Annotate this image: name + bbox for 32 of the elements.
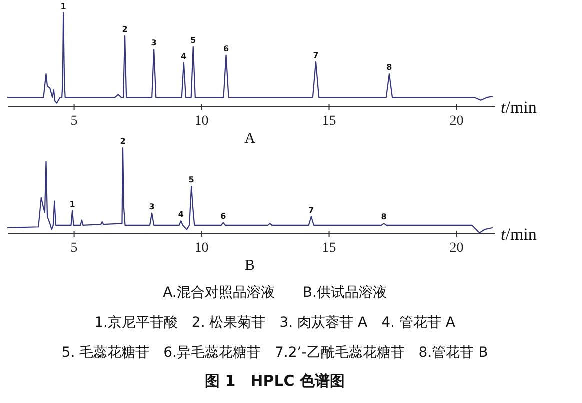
text: 1.京尼平苷酸 2. 松果菊苷 3. 肉苁蓉苷 A 4. 管花苷 A xyxy=(94,315,456,331)
x-tick-label: 10 xyxy=(194,114,209,129)
annotation: 2 xyxy=(120,137,126,146)
x-axis-title: t/min xyxy=(501,225,538,244)
annotation: 1 xyxy=(70,200,76,209)
annotation: 6 xyxy=(223,44,230,54)
x-axis-title: t/min xyxy=(501,98,538,117)
annotation: 8 xyxy=(386,63,393,72)
x-tick-label: 20 xyxy=(450,241,464,256)
annotation: 6 xyxy=(220,212,227,221)
x-tick-label: 15 xyxy=(322,114,336,129)
text: B xyxy=(244,258,256,274)
annotation: 4 xyxy=(178,210,184,220)
annotation: 3 xyxy=(151,38,157,48)
annotation: 7 xyxy=(308,206,314,215)
x-tick-label: 15 xyxy=(322,241,336,256)
caption: 图 1 HPLC 色谱图 xyxy=(205,372,345,390)
x-tick-label: 10 xyxy=(194,241,209,256)
annotation: 2 xyxy=(122,25,128,34)
annotation: 1 xyxy=(60,2,67,11)
annotation: 5 xyxy=(190,36,197,45)
text: A.混合对照品溶液 B.供试品溶液 xyxy=(163,285,387,301)
text: 5. 毛蕊花糖苷 6.异毛蕊花糖苷 7.2’-乙酰毛蕊花糖苷 8.管花苷 B xyxy=(62,345,488,361)
x-tick-label: 5 xyxy=(70,114,78,129)
annotation: 8 xyxy=(381,212,388,222)
annotation: 4 xyxy=(181,52,188,61)
x-tick-label: 5 xyxy=(70,241,78,256)
annotation: 3 xyxy=(149,202,155,212)
text: A xyxy=(244,131,256,147)
x-tick-label: 20 xyxy=(450,114,464,129)
annotation: 5 xyxy=(188,176,195,185)
annotation: 7 xyxy=(313,50,319,60)
